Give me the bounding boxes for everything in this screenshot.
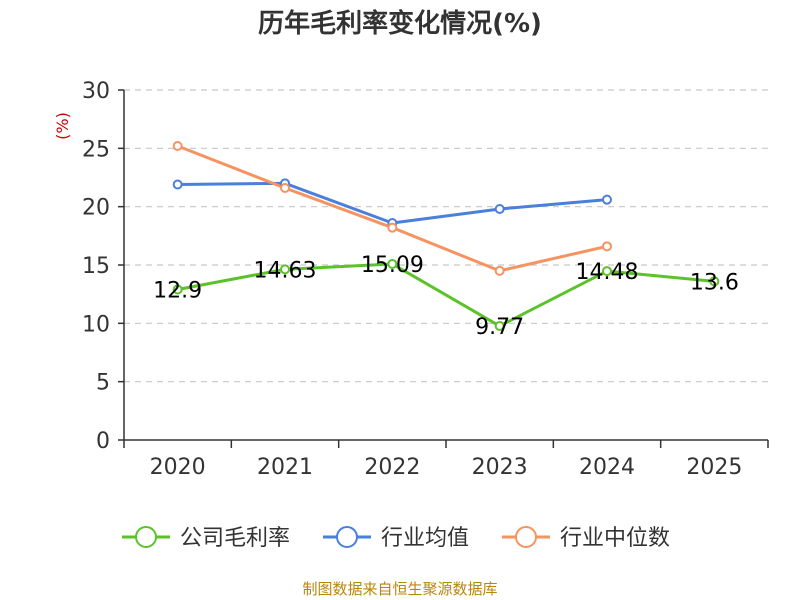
- legend-marker: [515, 526, 537, 548]
- x-tick-label: 2024: [579, 455, 635, 480]
- data-label: 12.9: [153, 279, 202, 304]
- data-point: [602, 241, 612, 252]
- data-label: 15.09: [361, 253, 424, 278]
- y-tick-label: 10: [82, 312, 110, 337]
- legend-marker: [336, 526, 358, 548]
- y-tick-label: 30: [82, 79, 110, 104]
- series-points: [172, 141, 720, 332]
- legend-item: 行业中位数: [502, 526, 670, 551]
- series-line-1: [177, 181, 608, 225]
- data-point: [172, 141, 183, 151]
- legend-label: 行业中位数: [560, 526, 670, 551]
- legend-label: 行业均值: [381, 526, 469, 551]
- data-point: [280, 264, 290, 275]
- y-tick-label: 5: [96, 371, 110, 396]
- y-tick-label: 20: [82, 196, 110, 221]
- data-point: [494, 204, 505, 214]
- x-tick-label: 2020: [150, 455, 206, 480]
- x-tick-label: 2021: [257, 455, 313, 480]
- y-tick-label: 15: [82, 254, 110, 279]
- legend-label: 公司毛利率: [180, 526, 290, 551]
- legend-item: 行业均值: [323, 526, 469, 551]
- data-label: 14.63: [254, 258, 317, 283]
- y-tick-label: 25: [82, 137, 110, 162]
- grid-lines: [124, 89, 768, 383]
- data-point: [709, 276, 720, 287]
- x-tick-label: 2022: [364, 455, 420, 480]
- data-point: [387, 222, 398, 233]
- x-tick-label: 2025: [686, 455, 742, 480]
- data-point: [494, 321, 505, 332]
- source-note: 制图数据来自恒生聚源数据库: [302, 580, 497, 598]
- data-label: 14.48: [576, 260, 639, 285]
- data-point: [494, 265, 505, 276]
- data-label: 9.77: [475, 315, 524, 340]
- data-label: 13.6: [690, 270, 739, 295]
- series-lines: [177, 144, 715, 328]
- data-point: [602, 194, 612, 205]
- data-point: [172, 179, 183, 190]
- legend-marker: [135, 526, 157, 548]
- x-tick-label: 2023: [472, 455, 528, 480]
- legend: 公司毛利率 行业均值 行业中位数: [122, 526, 670, 551]
- axes: [118, 89, 769, 448]
- data-point: [387, 258, 398, 269]
- data-point: [280, 183, 290, 193]
- data-point: [172, 284, 183, 295]
- chart-title: 历年毛利率变化情况(%): [258, 8, 542, 39]
- legend-item: 公司毛利率: [122, 526, 290, 551]
- series-line-0: [177, 262, 715, 328]
- data-labels: 12.9 14.63 15.09 9.77 14.48 13.6: [153, 253, 739, 340]
- y-tick-label: 0: [96, 429, 110, 454]
- data-point: [602, 266, 612, 277]
- y-axis-label: (%): [53, 112, 72, 140]
